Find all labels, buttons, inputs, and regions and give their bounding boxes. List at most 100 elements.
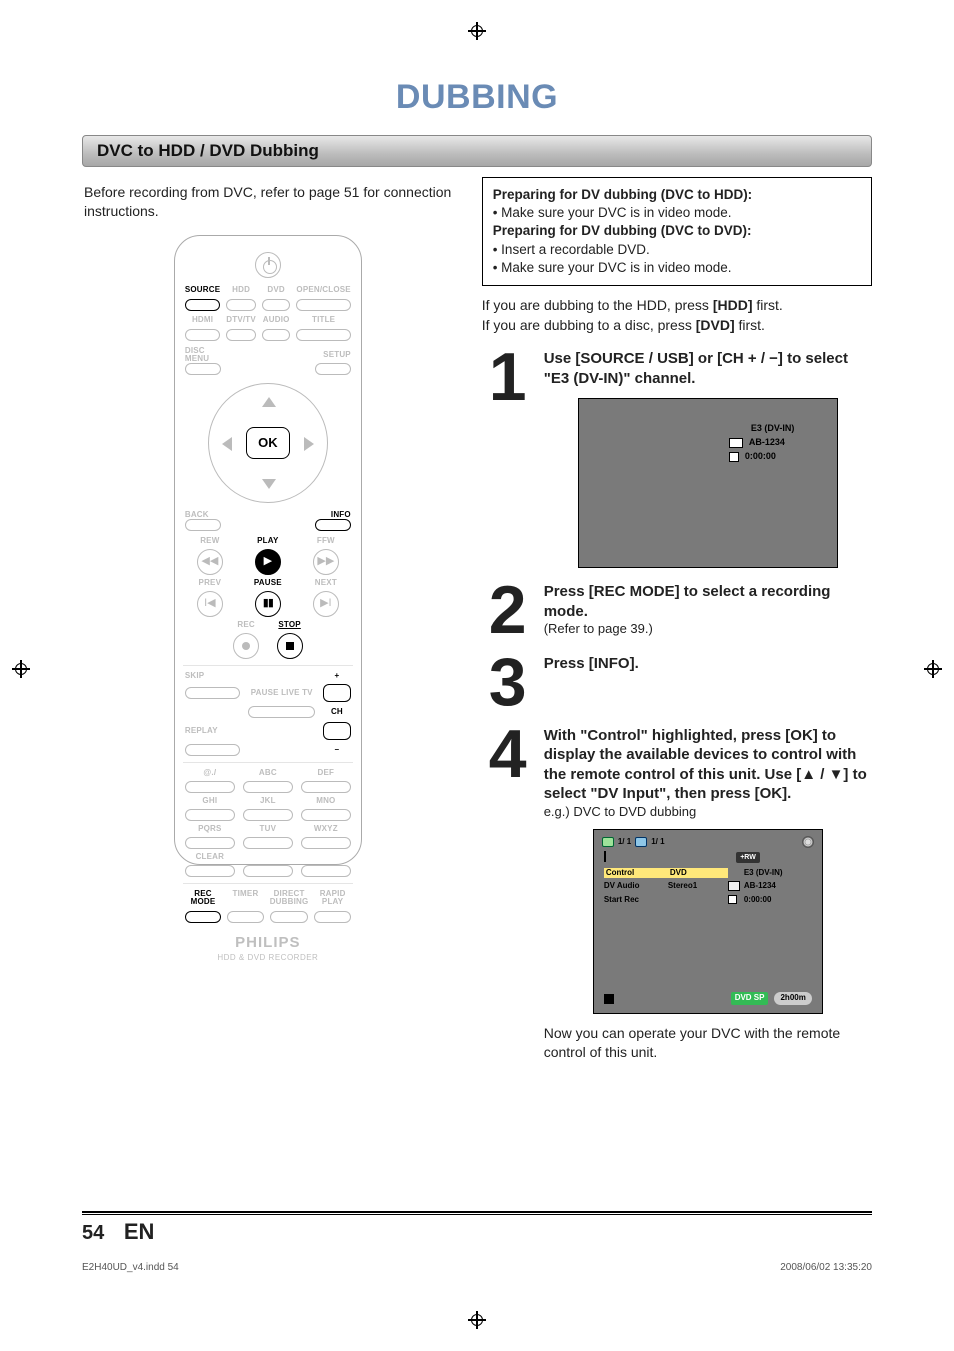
disc-type-badge: +RW [736,852,760,863]
prep-line: • Insert a recordable DVD. [493,242,650,257]
recmode-button [185,911,221,923]
note-text: first. [752,297,782,313]
keypad-0 [243,865,293,877]
label-livetv: PAUSE LIVE TV [248,689,315,697]
page-number: 54 EN [82,1219,154,1245]
timer-button [227,911,263,923]
footer-timestamp: 2008/06/02 13:35:20 [780,1262,872,1273]
osd-channel: E3 (DV-IN) [751,423,795,435]
arrow-up-icon [262,397,276,407]
hdd-button [226,299,256,311]
preparation-box: Preparing for DV dubbing (DVC to HDD): •… [482,177,872,286]
stop-icon [604,994,614,1004]
keypad-2 [243,781,293,793]
label-prev: PREV [185,579,235,587]
arrow-left-icon [222,437,232,451]
kp-label: DEF [301,769,351,777]
hdmi-button [185,329,220,341]
registration-mark-left [12,660,30,678]
label-next: NEXT [301,579,351,587]
i-card-icon [729,438,743,448]
rapid-button [314,911,350,923]
play-button: ▶ [255,549,281,575]
section-heading: DVC to HDD / DVD Dubbing [82,135,872,167]
label-ch: CH [323,708,351,716]
step-2: 2 Press [REC MODE] to select a recording… [482,582,872,640]
rew-button: ◀◀ [197,549,223,575]
ffw-button: ▶▶ [313,549,339,575]
osd-channel: E3 (DV-IN) [744,868,812,878]
note-bold: [DVD] [696,317,735,333]
label-skip: SKIP [185,672,241,680]
label-hdmi: HDMI [185,316,220,324]
pause-button: ▮▮ [255,591,281,617]
keypad-1 [185,781,235,793]
left-column: Before recording from DVC, refer to page… [82,177,454,1076]
label-replay: REPLAY [185,727,241,735]
osd-dvaudio-value: Stereo1 [668,881,728,891]
power-icon [255,252,281,278]
keypad-clear [185,865,235,877]
label-plus: + [323,672,351,680]
stop-button [277,633,303,659]
intro-text: Before recording from DVC, refer to page… [84,183,452,221]
step-subtext: (Refer to page 39.) [544,621,872,638]
chapter-icon [635,837,647,847]
label-minus: – [323,746,351,754]
osd-control-value: DVD [668,868,728,878]
next-button: ▶I [313,591,339,617]
label-discmenu: DISC MENU [185,347,227,363]
keypad-6 [301,809,351,821]
label-setup: SETUP [309,351,351,359]
label-back: BACK [185,511,240,519]
keypad-7 [185,837,235,849]
step-subtext: e.g.) DVC to DVD dubbing [544,804,872,821]
label-openclose: OPEN/CLOSE [296,286,350,294]
label-rec: REC [228,621,264,629]
setup-button [315,363,351,375]
page-title: DUBBING [82,78,872,117]
step-1: 1 Use [SOURCE / USB] or [CH + / −] to se… [482,349,872,568]
label-rapid: RAPID PLAY [314,890,350,906]
brand-logo: PHILIPS [185,935,351,950]
step-heading: Press [INFO]. [544,654,872,674]
title-button [296,329,350,341]
label-hdd: HDD [226,286,256,294]
kp-label: TUV [243,825,293,833]
open-close-button [296,299,350,311]
keypad-dash [301,865,351,877]
label-direct: DIRECT DUBBING [270,890,309,906]
source-usb-button [185,299,220,311]
prep-line: • Make sure your DVC is in video mode. [493,260,732,275]
rec-button [233,633,259,659]
content-area: DUBBING DVC to HDD / DVD Dubbing Before … [82,78,872,1273]
osd-control-label: Control [604,868,668,878]
osd-screen-channel: E3 (DV-IN) AB-1234 0:00:00 [578,398,838,568]
label-play: PLAY [243,537,293,545]
osd-startrec-label: Start Rec [604,895,668,905]
step-number: 1 [482,349,534,568]
manual-page: DUBBING DVC to HDD / DVD Dubbing Before … [0,0,954,1351]
stop-icon [728,895,737,904]
kp-label: JKL [243,797,293,805]
label-timer: TIMER [227,890,263,906]
remote-control-diagram: SOURCE HDD DVD OPEN/CLOSE HDMI DTV/TV AU… [174,235,362,865]
label-title: TITLE [296,316,350,324]
stop-icon [729,452,739,462]
osd-dvaudio-label: DV Audio [604,881,668,891]
step-number: 4 [482,726,534,1062]
dtvtv-button [226,329,256,341]
step-after-note: Now you can operate your DVC with the re… [544,1024,872,1062]
registration-mark-top [468,22,486,40]
keypad-5 [243,809,293,821]
osd-time: 0:00:00 [745,451,776,463]
osd-id: AB-1234 [749,437,785,449]
osd-time: 0:00:00 [744,895,812,905]
rec-mode-badge: DVD SP [731,992,769,1004]
info-button [315,519,351,531]
footer-filename: E2H40UD_v4.indd 54 [82,1262,179,1273]
label-pause: PAUSE [243,579,293,587]
disc-icon [802,836,814,848]
dubbing-target-note: If you are dubbing to the HDD, press [HD… [482,296,872,335]
keypad-4 [185,809,235,821]
